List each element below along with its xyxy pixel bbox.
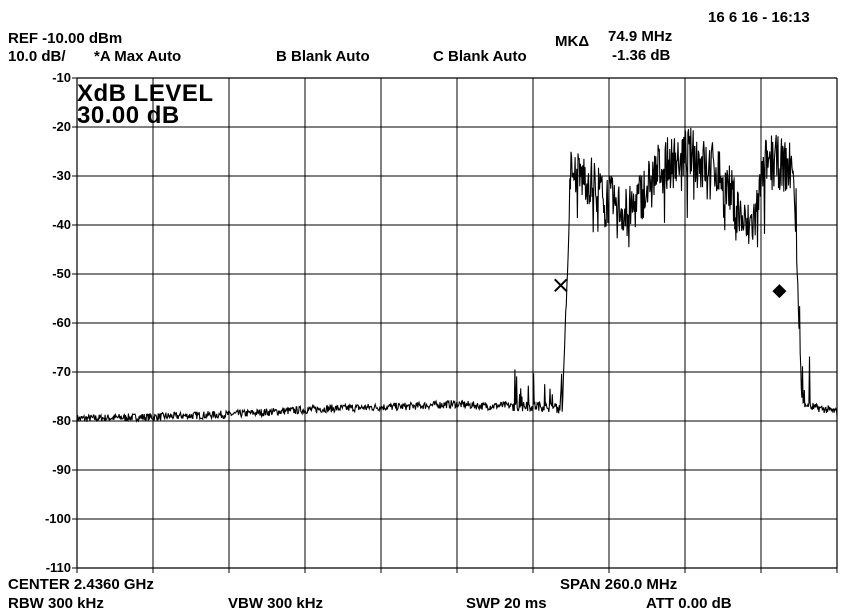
y-tick-label: -10 xyxy=(52,70,71,85)
y-tick-label: -20 xyxy=(52,119,71,134)
marker-diamond xyxy=(772,284,787,299)
center-frequency-label: CENTER 2.4360 GHz xyxy=(8,576,154,593)
marker-x xyxy=(554,278,568,292)
y-tick-label: -60 xyxy=(52,315,71,330)
datetime-label: 16 6 16 - 16:13 xyxy=(708,9,810,26)
rbw-label: RBW 300 kHz xyxy=(8,595,104,612)
y-tick-label: -30 xyxy=(52,168,71,183)
y-tick-label: -110 xyxy=(45,560,71,575)
y-tick-label: -50 xyxy=(52,266,71,281)
marker-frequency-label: 74.9 MHz xyxy=(608,28,673,45)
grid xyxy=(72,77,838,573)
trace-a xyxy=(76,127,838,423)
attenuation-label: ATT 0.00 dB xyxy=(646,595,732,612)
marker-level-label: -1.36 dB xyxy=(612,47,671,64)
ref-level-label: REF -10.00 dBm xyxy=(8,30,123,47)
sweep-label: SWP 20 ms xyxy=(466,595,547,612)
trace-b-label: B Blank Auto xyxy=(276,48,370,65)
span-label: SPAN 260.0 MHz xyxy=(560,576,678,593)
y-tick-label: -90 xyxy=(52,462,71,477)
xdb-level-title: XdB LEVEL xyxy=(77,80,214,107)
y-tick-label: -100 xyxy=(44,511,71,526)
trace-a-line xyxy=(76,127,838,423)
marker-delta-label: MKΔ xyxy=(555,33,590,50)
trace-c-label: C Blank Auto xyxy=(433,48,527,65)
trace-a-label: *A Max Auto xyxy=(94,48,182,65)
markers xyxy=(554,278,787,299)
y-tick-label: -40 xyxy=(52,217,71,232)
scale-label: 10.0 dB/ xyxy=(8,48,66,65)
y-tick-label: -80 xyxy=(52,413,71,428)
xdb-level-value: 30.00 dB xyxy=(77,102,180,129)
vbw-label: VBW 300 kHz xyxy=(228,595,324,612)
y-tick-label: -70 xyxy=(52,364,71,379)
